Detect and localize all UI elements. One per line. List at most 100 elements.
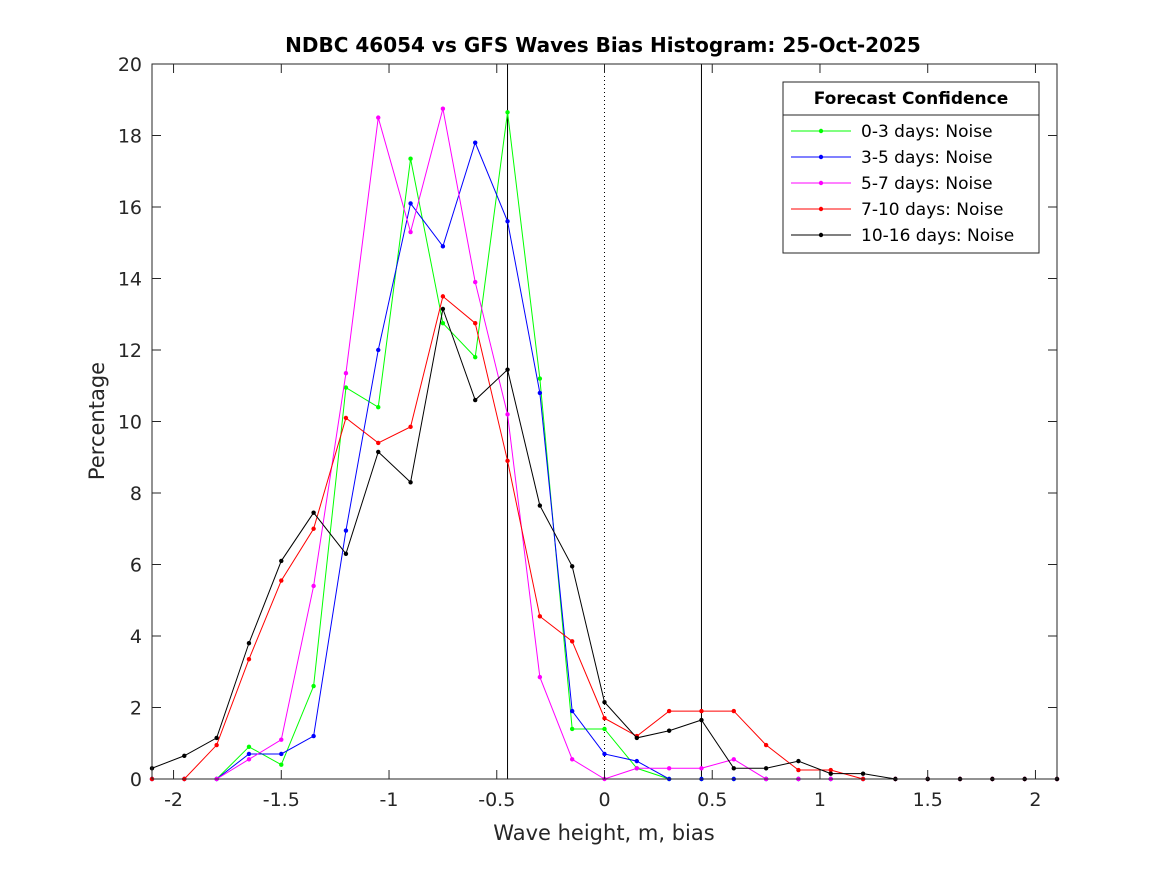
data-point [408,201,413,206]
data-point [796,758,801,764]
data-point [279,751,284,757]
data-point [311,683,316,689]
y-tick-label: 16 [118,197,142,219]
data-point [860,771,866,776]
data-point [569,564,575,569]
y-tick-label: 4 [130,626,142,648]
chart-title: NDBC 46054 vs GFS Waves Bias Histogram: … [285,33,921,57]
data-point [699,766,704,771]
data-point [473,397,478,403]
legend-swatch-marker [818,154,824,160]
data-point [279,558,284,564]
legend-label: 10-16 days: Noise [861,226,1014,246]
data-point [440,320,446,326]
data-point [505,367,510,372]
data-point [634,735,640,741]
data-point [376,440,381,446]
data-point [602,699,607,705]
data-point [246,751,252,757]
legend-swatch-marker [818,180,824,186]
data-point [182,753,187,758]
data-point [634,766,640,771]
y-axis-label: Percentage [85,362,109,480]
data-point [279,762,284,767]
data-point [214,742,219,748]
data-point [569,726,575,732]
data-point [666,728,672,733]
data-point [473,354,478,360]
data-point [440,244,446,249]
data-point [279,578,284,583]
data-point [602,716,607,721]
legend-title: Forecast Confidence [814,89,1009,109]
data-point [376,405,381,410]
data-point [796,767,801,773]
data-point [828,767,833,773]
data-point [763,742,769,748]
legend-item: 5-7 days: Noise [791,174,993,194]
data-point [731,708,736,714]
y-tick-label: 12 [118,340,142,362]
x-tick-label: 0.5 [697,789,727,811]
data-point [699,717,704,723]
data-point [343,415,349,421]
data-point [602,751,607,757]
data-point [763,766,769,771]
data-point [376,115,381,120]
data-point [473,320,478,326]
data-point [246,640,252,646]
data-point [214,735,219,741]
data-point [440,294,446,299]
x-axis: -2 -1.5 -1 -0.5 0 0.5 1 1.5 2 [164,64,1041,811]
data-point [731,757,736,762]
data-point [666,766,672,771]
y-tick-label: 14 [118,269,142,291]
legend-items: 0-3 days: Noise 3-5 days: Noise 5-7 days: … [791,122,1014,246]
data-point [473,279,478,285]
legend-item: 7-10 days: Noise [791,200,1003,220]
x-tick-label: 0 [598,789,610,811]
data-point [408,156,413,161]
data-point [311,733,316,739]
legend-swatch-marker [818,232,824,238]
data-point [473,140,478,145]
x-tick-label: 1.5 [913,789,943,811]
data-point [440,106,446,111]
y-tick-label: 6 [130,555,142,577]
y-tick-label: 2 [130,698,142,720]
data-point [505,110,510,115]
reference-lines [507,64,702,779]
x-tick-label: -1.5 [263,789,300,811]
legend-box [782,81,1040,254]
data-point [343,551,349,556]
data-point [537,614,543,619]
y-tick-label: 8 [130,483,142,505]
data-point [505,458,510,464]
legend-swatch-marker [818,206,824,212]
data-point [311,583,316,589]
legend-label: 5-7 days: Noise [861,174,993,194]
y-tick-label: 10 [118,412,142,434]
data-point [408,480,413,485]
data-point [343,371,349,376]
data-point [505,412,510,417]
data-point [408,424,413,430]
data-point [569,639,575,644]
y-tick-label: 0 [130,769,142,791]
data-point [246,657,252,662]
x-tick-label: -0.5 [478,789,515,811]
x-tick-label: -2 [164,789,183,811]
data-point [731,766,736,771]
data-point [246,757,252,762]
legend-item: 0-3 days: Noise [791,122,993,142]
data-point [311,510,316,515]
data-point [602,726,607,732]
data-point [666,708,672,714]
legend-label: 0-3 days: Noise [861,122,993,142]
x-tick-label: 2 [1029,789,1041,811]
x-tick-label: 1 [814,789,826,811]
data-point [343,385,349,390]
data-point [376,347,381,353]
legend-item: 10-16 days: Noise [791,226,1014,246]
